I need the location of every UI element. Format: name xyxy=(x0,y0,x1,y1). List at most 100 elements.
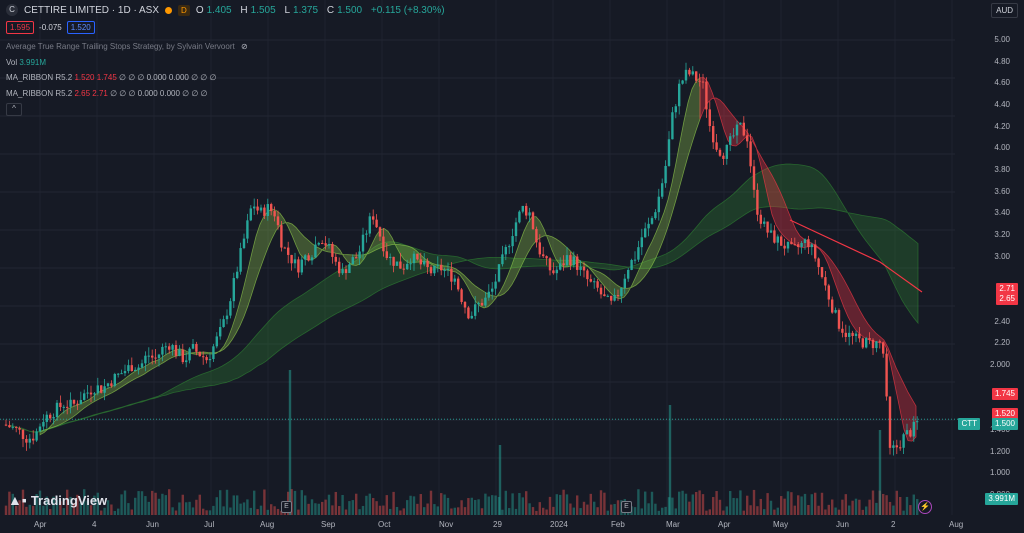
candle xyxy=(820,267,824,278)
volume-bar xyxy=(382,505,385,515)
volume-bar xyxy=(395,506,399,515)
time-axis-label: Feb xyxy=(611,520,625,529)
candle xyxy=(769,230,773,233)
currency-selector[interactable]: AUD xyxy=(991,3,1018,18)
volume-bar xyxy=(62,508,65,515)
volume-bar xyxy=(147,501,150,515)
candle xyxy=(215,336,218,347)
volume-bar xyxy=(569,503,572,515)
symbol-icon[interactable]: C xyxy=(6,4,18,16)
volume-bar xyxy=(446,497,450,515)
tradingview-logo-icon: ▲▪ xyxy=(8,492,27,508)
tradingview-logo[interactable]: ▲▪ TradingView xyxy=(8,492,108,508)
volume-bar xyxy=(103,507,106,515)
candle xyxy=(477,302,480,305)
candle xyxy=(521,205,524,212)
candle xyxy=(392,256,395,266)
candle xyxy=(423,260,426,265)
volume-bar xyxy=(780,496,783,515)
candle xyxy=(297,259,300,273)
ma-ribbon-1-label[interactable]: MA_RIBBON R5.2 1.520 1.745 ∅ ∅ ∅ 0.000 0… xyxy=(6,73,217,82)
earnings-event-icon[interactable]: E xyxy=(621,501,632,513)
volume-bar xyxy=(895,490,898,515)
time-axis-label: Sep xyxy=(321,520,336,529)
volume-bar xyxy=(657,510,660,515)
volume-bar xyxy=(161,493,164,515)
volume-bar xyxy=(123,490,127,515)
volume-bar xyxy=(654,503,657,515)
ohlc-close: C 1.500 xyxy=(326,4,363,16)
volume-bar xyxy=(491,495,494,515)
candle xyxy=(763,221,766,224)
candle xyxy=(164,346,167,348)
sell-button[interactable]: 1.595 xyxy=(6,21,35,34)
volume-bar xyxy=(208,510,212,515)
candle xyxy=(491,288,494,292)
candle xyxy=(688,69,691,75)
candle xyxy=(117,373,120,375)
volume-bar xyxy=(154,492,157,515)
price-tag: 2.71 xyxy=(996,283,1018,296)
candle xyxy=(749,141,752,167)
volume-bar xyxy=(827,504,830,515)
price-axis-label: 2.20 xyxy=(994,338,1010,348)
volume-bar xyxy=(399,510,402,515)
candle xyxy=(460,289,463,302)
volume-bar xyxy=(178,502,181,515)
flash-icon[interactable]: ⚡ xyxy=(918,500,932,514)
candle xyxy=(436,264,439,266)
candle xyxy=(674,106,677,113)
candle xyxy=(450,268,453,282)
candle xyxy=(712,126,715,143)
earnings-event-icon[interactable]: E xyxy=(281,501,292,513)
candle xyxy=(735,124,739,136)
candle xyxy=(419,259,422,265)
volume-bar xyxy=(79,503,82,515)
candle xyxy=(545,256,548,259)
volume-bar xyxy=(562,489,565,515)
ohlc-high: H 1.505 xyxy=(240,4,276,16)
candle xyxy=(667,139,671,166)
volume-bar xyxy=(127,503,130,515)
candle xyxy=(232,278,235,302)
volume-bar xyxy=(188,501,191,515)
candle xyxy=(616,295,620,297)
candle xyxy=(161,346,164,355)
volume-bar xyxy=(168,489,171,515)
candle xyxy=(249,208,252,221)
candle xyxy=(793,244,796,246)
volume-indicator-label[interactable]: Vol 3.991M xyxy=(6,58,47,67)
candle xyxy=(817,258,820,268)
candle xyxy=(470,315,473,319)
symbol-title[interactable]: CETTIRE LIMITED · 1D · ASX xyxy=(24,4,160,16)
candle xyxy=(35,431,38,441)
volume-bar xyxy=(164,495,167,515)
candle xyxy=(831,299,834,313)
candle xyxy=(848,332,851,337)
candle xyxy=(55,402,59,418)
volume-bar xyxy=(259,505,263,515)
candle xyxy=(198,351,201,357)
candle xyxy=(130,365,133,372)
volume-bar xyxy=(222,506,225,515)
candle xyxy=(358,251,361,259)
collapse-legend-button[interactable]: ^ xyxy=(6,103,22,116)
volume-bar xyxy=(637,489,640,515)
volume-bar xyxy=(256,509,259,515)
hidden-eye-icon[interactable]: ⊘ xyxy=(240,42,248,51)
buy-button[interactable]: 1.520 xyxy=(66,21,95,34)
ma-ribbon-2-label[interactable]: MA_RIBBON R5.2 2.65 2.71 ∅ ∅ ∅ 0.000 0.0… xyxy=(6,89,208,98)
volume-bar xyxy=(21,489,25,515)
volume-bar xyxy=(916,499,919,515)
volume-bar xyxy=(18,500,21,515)
candle xyxy=(613,295,616,301)
candle xyxy=(603,294,606,297)
volume-spike xyxy=(498,445,502,515)
atr-indicator-label[interactable]: Average True Range Trailing Stops Strate… xyxy=(6,42,248,51)
volume-bar xyxy=(705,510,708,515)
candle xyxy=(195,343,198,352)
volume-bar xyxy=(593,501,596,515)
candle xyxy=(181,349,184,363)
candle xyxy=(69,399,72,407)
